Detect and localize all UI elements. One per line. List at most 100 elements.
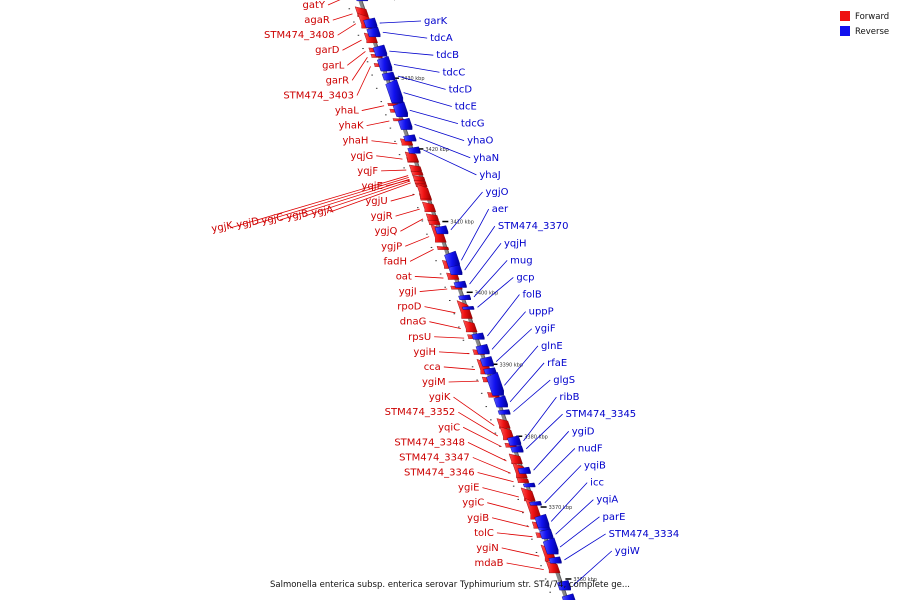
forward-gene-label: ygjC xyxy=(261,212,285,227)
forward-gene-label: ygiB xyxy=(467,513,489,524)
axis-dot xyxy=(357,34,360,36)
forward-leader-line xyxy=(329,182,411,213)
forward-gene-label: yqjG xyxy=(350,151,373,162)
reverse-gene-arrow xyxy=(542,537,559,555)
reverse-leader-line xyxy=(487,294,520,337)
reverse-gene-arrow xyxy=(392,101,408,117)
axis-dot xyxy=(535,551,538,553)
forward-gene-label: ygjR xyxy=(371,211,393,222)
axis-dot xyxy=(462,339,465,341)
forward-leader-line xyxy=(487,502,525,513)
forward-gene-label: ygiH xyxy=(413,347,436,358)
forward-gene-label: STM474_3347 xyxy=(399,452,470,463)
kbp-tick-label: 3440 kbp xyxy=(373,0,397,2)
forward-gene-label: yqjE xyxy=(362,181,383,192)
reverse-leader-line xyxy=(460,208,490,261)
reverse-leader-line xyxy=(464,225,496,271)
reverse-gene-label: tdcB xyxy=(436,50,459,61)
axis-dot xyxy=(449,300,451,301)
forward-leader-line xyxy=(254,177,409,225)
forward-leader-line xyxy=(279,178,410,221)
legend-forward-label: Forward xyxy=(855,12,889,22)
forward-leader-line xyxy=(496,532,533,538)
axis-dot xyxy=(476,379,478,381)
forward-gene-label: dnaG xyxy=(400,317,427,328)
kbp-tick-label: 3410 kbp xyxy=(450,220,474,226)
forward-gene-label: mdaB xyxy=(474,558,503,569)
forward-gene-label: agaR xyxy=(304,15,330,26)
reverse-gene-arrow xyxy=(403,134,417,142)
forward-gene-label: rpoD xyxy=(397,302,422,313)
forward-gene-label: ygjD xyxy=(236,216,261,231)
reverse-gene-arrow xyxy=(372,44,388,57)
axis-dot xyxy=(453,313,456,315)
reverse-leader-line xyxy=(393,64,440,73)
reverse-gene-label: aer xyxy=(492,204,509,215)
reverse-gene-arrow xyxy=(385,79,404,103)
forward-gene-arrow xyxy=(508,453,523,464)
forward-gene-label: fadH xyxy=(384,256,408,267)
reverse-leader-line xyxy=(477,277,514,308)
reverse-leader-line xyxy=(414,123,465,142)
forward-leader-line xyxy=(491,517,530,528)
forward-leader-line xyxy=(409,249,434,262)
forward-gene-label: ygjB xyxy=(286,208,310,223)
reverse-gene-arrow xyxy=(539,528,554,540)
reverse-gene-arrow xyxy=(534,513,550,528)
forward-gene-arrow xyxy=(516,477,530,483)
forward-gene-arrow xyxy=(404,151,419,162)
reverse-gene-arrow xyxy=(486,371,504,396)
forward-leader-line xyxy=(477,472,514,483)
reverse-gene-arrow xyxy=(510,445,524,453)
forward-leader-line xyxy=(337,23,357,36)
legend-forward-swatch xyxy=(840,11,850,21)
forward-leader-line xyxy=(414,276,444,279)
reverse-gene-label: tdcE xyxy=(455,101,477,112)
axis-dot xyxy=(494,432,497,434)
forward-gene-label: yhaH xyxy=(343,136,369,147)
axis-dot xyxy=(439,273,442,275)
reverse-gene-label: tdcD xyxy=(449,84,473,95)
axis-dot xyxy=(544,578,547,580)
map-caption: Salmonella enterica subsp. enterica sero… xyxy=(270,580,630,590)
axis-dot xyxy=(512,485,515,487)
forward-leader-line xyxy=(405,236,430,247)
reverse-gene-label: yqiB xyxy=(584,461,606,472)
axis-dot xyxy=(385,114,387,116)
reverse-gene-arrow xyxy=(458,294,471,300)
reverse-gene-label: gcp xyxy=(516,272,534,283)
reverse-leader-line xyxy=(418,137,471,159)
axis-dot xyxy=(503,459,506,461)
forward-gene-label: ygiE xyxy=(458,483,479,494)
forward-leader-line xyxy=(443,366,475,370)
reverse-leader-line xyxy=(409,109,459,124)
axis-dot xyxy=(526,525,529,527)
forward-leader-line xyxy=(482,487,519,498)
axis-dot xyxy=(522,512,524,514)
reverse-gene-label: yhaN xyxy=(473,153,499,164)
kbp-tick-label: 3430 kbp xyxy=(401,76,425,82)
reverse-gene-label: glnE xyxy=(541,341,563,352)
reverse-gene-arrow xyxy=(434,225,449,235)
forward-leader-line xyxy=(429,321,461,330)
forward-leader-line xyxy=(366,120,390,127)
reverse-gene-arrow xyxy=(407,146,421,154)
forward-gene-label: STM474_3352 xyxy=(385,407,456,418)
reverse-gene-label: STM474_3334 xyxy=(609,529,680,540)
reverse-gene-label: ygjO xyxy=(486,187,509,198)
reverse-gene-arrow xyxy=(381,71,396,81)
reverse-leader-line xyxy=(403,92,452,107)
axis-dot xyxy=(412,193,414,195)
reverse-leader-line xyxy=(473,260,508,298)
reverse-leader-line xyxy=(450,191,483,231)
kbp-tick-label: 3420 kbp xyxy=(425,147,449,153)
forward-gene-label: garD xyxy=(315,45,340,56)
forward-gene-label: ygiK xyxy=(429,392,451,403)
reverse-gene-label: ribB xyxy=(559,392,579,403)
reverse-gene-label: garK xyxy=(424,16,448,27)
reverse-gene-label: yqjH xyxy=(504,238,527,249)
forward-leader-line xyxy=(342,39,362,51)
reverse-gene-arrow xyxy=(366,26,381,38)
reverse-genes xyxy=(356,0,576,600)
axis-dot xyxy=(480,392,483,394)
